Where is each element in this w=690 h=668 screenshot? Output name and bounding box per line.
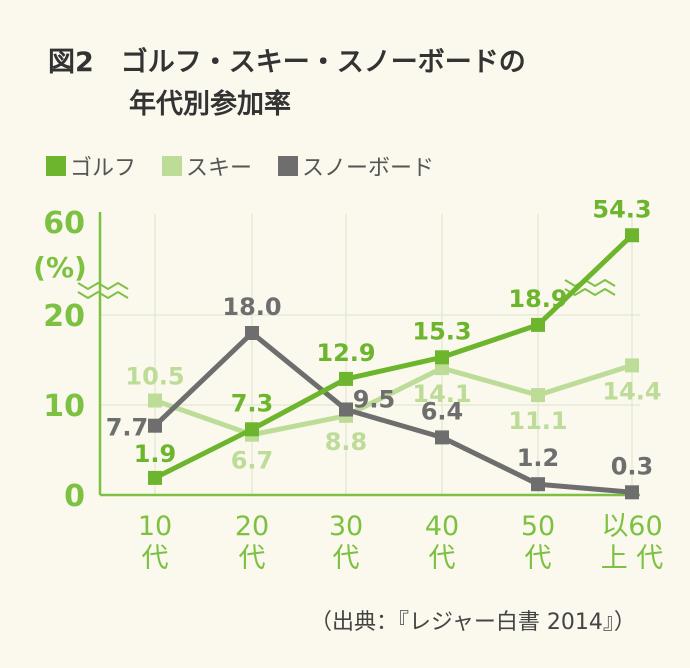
data-label-golf-0: 1.9	[134, 440, 177, 468]
x-tick-label-bottom-4: 代	[525, 543, 552, 574]
y-tick-label-10: 10	[43, 389, 85, 424]
axis-break-wave-1	[77, 281, 129, 291]
marker-snowboard-4	[531, 477, 545, 492]
marker-ski-3	[435, 361, 449, 376]
y-tick-label-60: 60	[43, 206, 85, 241]
marker-snowboard-1	[245, 326, 259, 340]
chart-title-line-2: 年代別参加率	[129, 89, 291, 120]
source-note: （出典：『レジャー白書 2014』）	[310, 610, 636, 635]
x-tick-label-bottom-0: 代	[142, 543, 169, 574]
x-tick-label-top-3: 40	[425, 511, 459, 542]
legend-swatch-golf	[46, 156, 66, 176]
chart-legend: ゴルフ スキー スノーボード	[46, 150, 460, 182]
marker-snowboard-2	[339, 402, 353, 417]
legend-swatch-ski	[162, 156, 183, 176]
x-tick-label-bottom-3: 代	[429, 543, 456, 574]
data-label-ski-4: 11.1	[508, 407, 567, 435]
x-tick-label-top-5: 以60	[601, 511, 662, 542]
marker-golf-4	[531, 317, 545, 332]
data-label-snowboard-1: 18.0	[222, 293, 281, 321]
legend-item-golf: ゴルフ	[46, 150, 136, 182]
series-line-golf	[153, 233, 634, 481]
series-line-ski	[154, 363, 633, 438]
data-label-golf-3: 15.3	[412, 317, 471, 345]
data-label-ski-5: 14.4	[602, 377, 661, 405]
data-label-snowboard-3: 6.4	[421, 397, 464, 425]
data-label-ski-3: 14.1	[412, 380, 471, 408]
y-unit-label: (%)	[33, 251, 87, 284]
x-tick-label-top-0: 10	[138, 511, 172, 542]
x-tick-label-top-1: 20	[235, 511, 269, 542]
data-label-snowboard-0: 7.7	[106, 414, 149, 442]
y-tick-label-0: 0	[64, 479, 85, 514]
legend-item-snowboard: スノーボード	[278, 150, 434, 182]
legend-item-ski: スキー	[162, 150, 252, 182]
axis-break-wave-2	[77, 290, 129, 300]
data-label-golf-5: 54.3	[592, 195, 651, 223]
legend-label-ski: スキー	[186, 156, 253, 181]
data-label-golf-1: 7.3	[231, 389, 274, 417]
legend-swatch-snowboard	[278, 156, 299, 176]
data-label-snowboard-2: 9.5	[353, 386, 396, 414]
marker-golf-0	[148, 470, 162, 485]
data-label-snowboard-5: 0.3	[611, 452, 654, 480]
series-line-snowboard	[153, 330, 633, 495]
marker-snowboard-0	[148, 418, 162, 433]
x-tick-label-bottom-1: 代	[239, 543, 266, 574]
data-label-ski-2: 8.8	[325, 428, 368, 456]
legend-label-snowboard: スノーボード	[302, 156, 435, 181]
y-tick-label-20: 20	[43, 299, 85, 334]
x-tick-label-bottom-2: 代	[333, 543, 360, 574]
x-tick-label-top-2: 30	[329, 511, 363, 542]
marker-ski-0	[148, 393, 162, 408]
marker-golf-2	[339, 371, 353, 386]
data-label-snowboard-4: 1.2	[517, 444, 560, 472]
marker-ski-4	[531, 388, 545, 403]
marker-snowboard-3	[435, 430, 449, 445]
x-tick-label-top-4: 50	[521, 511, 555, 542]
series-break-wave-1	[564, 278, 616, 288]
data-label-ski-0: 10.5	[125, 363, 184, 391]
data-label-golf-2: 12.9	[316, 339, 375, 367]
marker-golf-1	[245, 422, 259, 437]
data-label-ski-1: 6.7	[231, 447, 274, 475]
marker-golf-3	[435, 350, 449, 365]
marker-golf-5	[625, 228, 639, 243]
marker-snowboard-5	[625, 485, 639, 500]
legend-label-golf: ゴルフ	[70, 156, 137, 181]
x-tick-label-bottom-5: 上 代	[601, 543, 664, 574]
data-label-golf-4: 18.9	[508, 285, 567, 313]
chart-title-line-1: 図2 ゴルフ・スキー・スノーボードの	[48, 47, 526, 78]
marker-ski-5	[625, 358, 639, 373]
